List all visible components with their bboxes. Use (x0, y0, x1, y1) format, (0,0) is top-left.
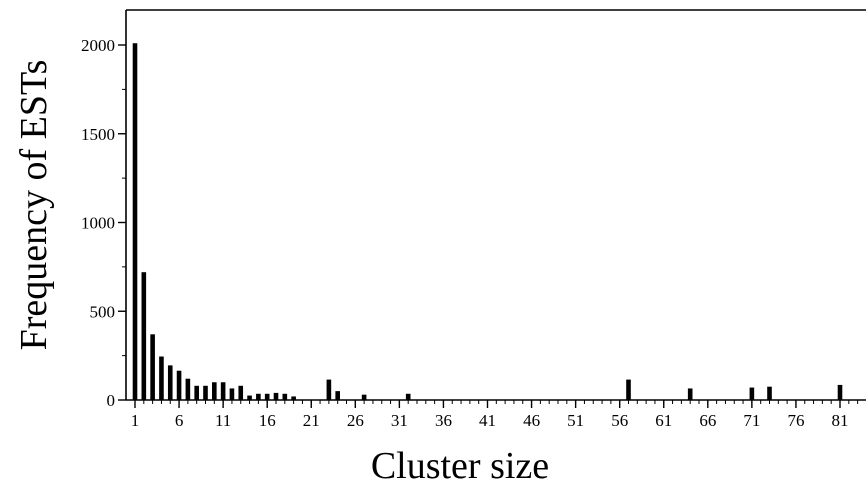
x-tick-label: 41 (479, 411, 496, 430)
bar-cluster-81 (837, 384, 843, 400)
y-tick-label: 0 (107, 391, 116, 410)
plot-frame (125, 9, 866, 401)
bar-cluster-71 (749, 387, 755, 400)
y-axis-title: Frequency of ESTs (13, 60, 55, 351)
x-axis-title: Cluster size (371, 445, 549, 487)
bar-cluster-17 (273, 392, 279, 400)
bar-cluster-12 (229, 388, 235, 400)
x-tick-label: 51 (567, 411, 584, 430)
x-tick-label: 1 (131, 411, 140, 430)
x-tick-label: 11 (215, 411, 231, 430)
x-tick-label: 76 (787, 411, 804, 430)
bar-cluster-8 (194, 385, 199, 400)
bar-cluster-9 (203, 385, 208, 400)
x-tick-label: 81 (832, 411, 849, 430)
bar-cluster-6 (176, 370, 182, 400)
bar-cluster-32 (405, 393, 411, 400)
x-tick-label: 31 (391, 411, 408, 430)
x-axis-ticks: 1 6 11 16 21 26 31 36 41 46 51 56 61 66 71 76 81 (131, 400, 859, 430)
x-tick-label: 46 (523, 411, 540, 430)
bar-cluster-7 (185, 378, 191, 400)
x-tick-label: 16 (259, 411, 276, 430)
x-tick-label: 66 (699, 411, 716, 430)
bars (132, 43, 843, 400)
bar-cluster-23 (326, 379, 332, 400)
x-tick-label: 21 (303, 411, 320, 430)
x-tick-label: 71 (743, 411, 760, 430)
y-tick-label: 1500 (81, 125, 115, 144)
y-tick-label: 2000 (81, 36, 115, 55)
bar-cluster-2 (141, 272, 147, 400)
bar-cluster-19 (291, 396, 296, 400)
bar-cluster-64 (687, 388, 693, 400)
bar-cluster-5 (167, 365, 173, 400)
bar-cluster-3 (150, 334, 155, 400)
bar-cluster-14 (247, 395, 252, 400)
bar-cluster-24 (335, 391, 340, 400)
bar-cluster-13 (238, 385, 244, 400)
x-tick-label: 26 (347, 411, 364, 430)
bar-cluster-4 (159, 356, 164, 400)
bar-cluster-27 (361, 394, 367, 400)
bar-cluster-11 (220, 382, 226, 400)
bar-cluster-15 (256, 393, 261, 400)
x-tick-label: 36 (435, 411, 452, 430)
y-axis-ticks: 0 500 1000 1500 2000 (81, 36, 126, 410)
y-tick-label: 1000 (81, 214, 115, 233)
bar-cluster-1 (132, 43, 138, 400)
bar-cluster-73 (767, 386, 772, 400)
bar-cluster-57 (626, 379, 631, 400)
y-tick-label: 500 (90, 302, 116, 321)
x-tick-label: 6 (175, 411, 184, 430)
bar-cluster-18 (282, 393, 288, 400)
x-tick-label: 61 (655, 411, 672, 430)
bar-cluster-10 (212, 382, 217, 400)
x-tick-label: 56 (611, 411, 628, 430)
bar-cluster-16 (264, 393, 270, 400)
